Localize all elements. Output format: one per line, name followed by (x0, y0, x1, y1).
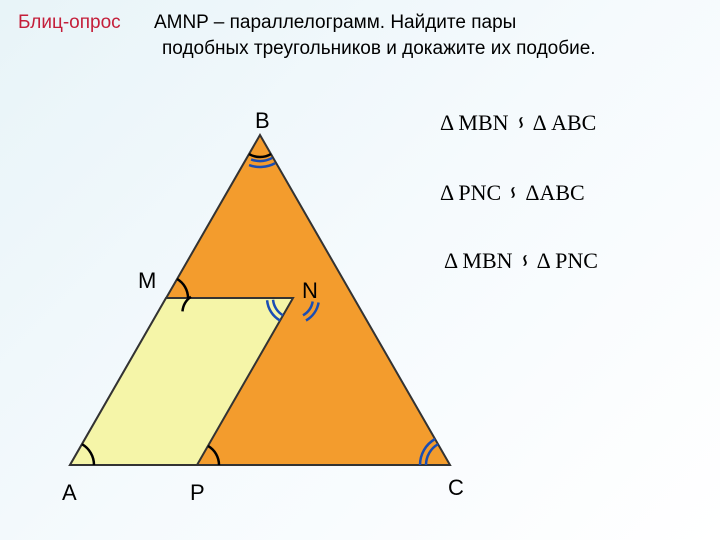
vertex-B: B (255, 108, 270, 134)
vertex-P: P (190, 480, 205, 506)
vertex-A: A (62, 480, 77, 506)
diagram-container: ABCMNP (50, 120, 470, 500)
vertex-C: C (448, 475, 464, 501)
problem-line1: AMNP – параллелограмм. Найдите пары (154, 12, 516, 33)
geometry-diagram (50, 120, 470, 520)
problem-line2: подобных треугольников и докажите их под… (162, 38, 596, 60)
vertex-M: M (138, 268, 156, 294)
blitz-label: Блиц-опрос (18, 12, 121, 33)
header: Блиц-опрос AMNP – параллелограмм. Найдит… (18, 12, 516, 34)
vertex-N: N (302, 278, 318, 304)
